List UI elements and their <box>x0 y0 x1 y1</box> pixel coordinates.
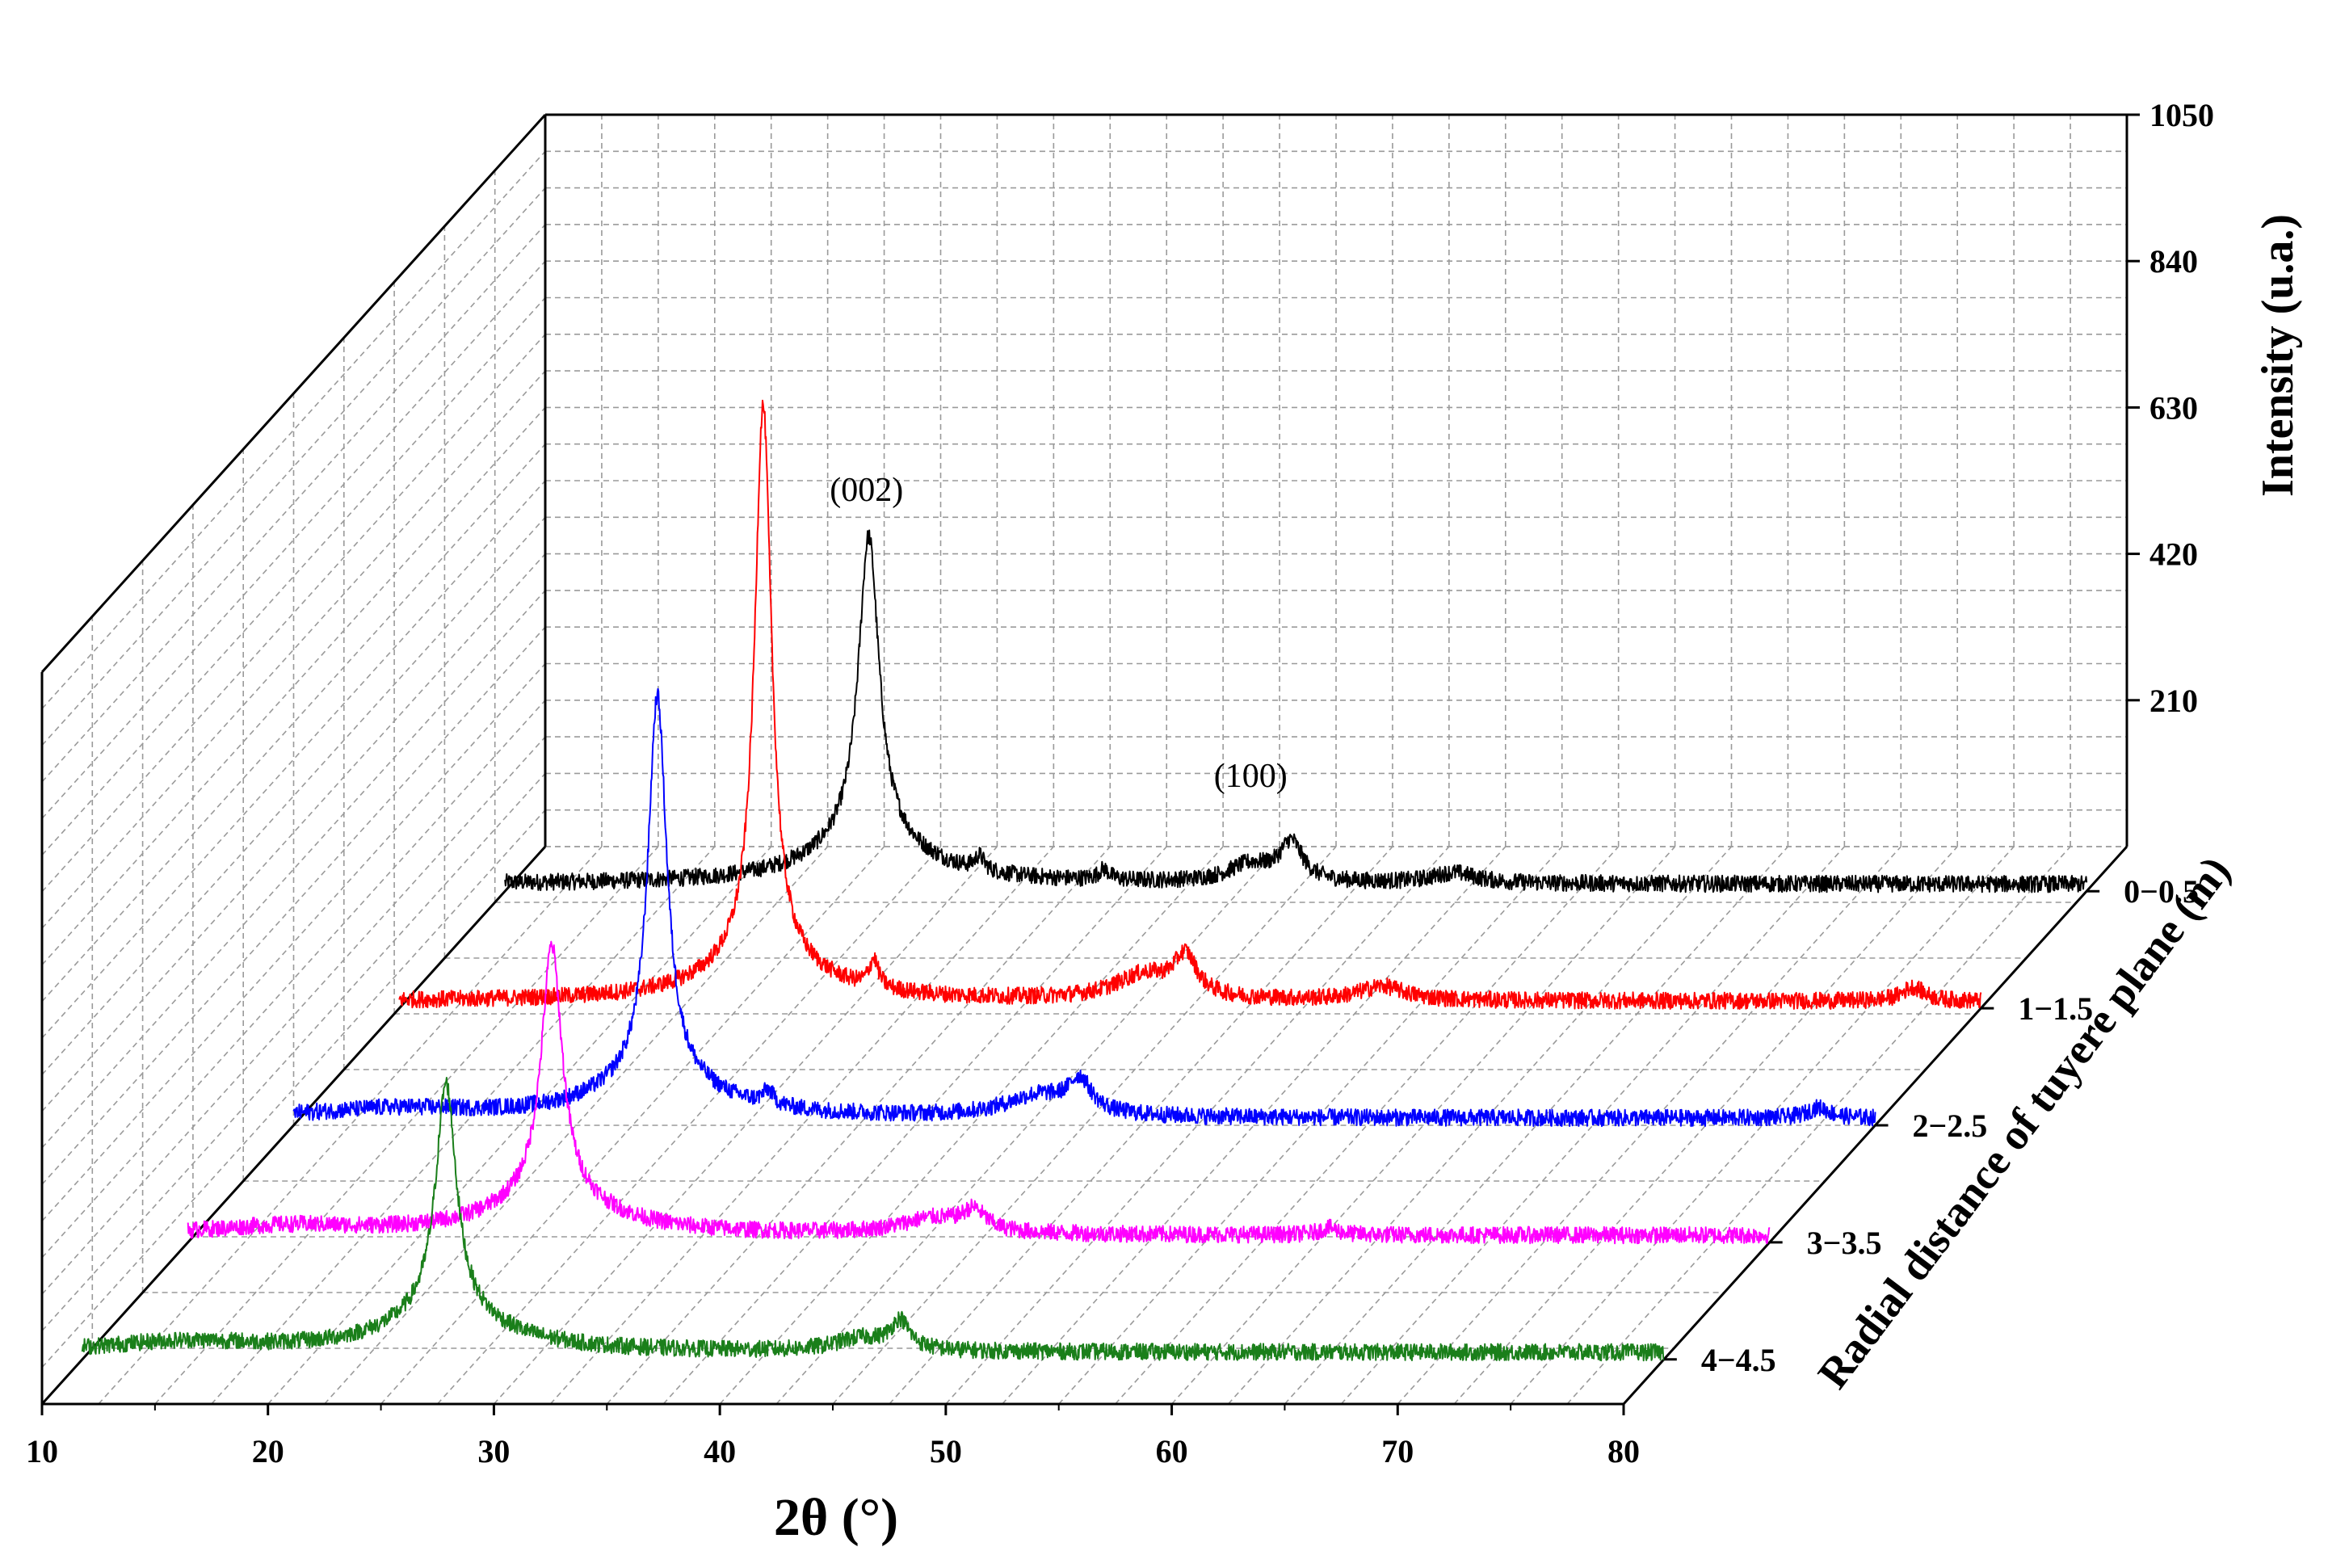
series-line-2−2.5 <box>292 687 1876 1128</box>
floor-grid-dline <box>267 846 772 1405</box>
floor-grid-dline <box>945 846 1450 1405</box>
side-grid-dline <box>41 296 546 856</box>
floor-grid-dline <box>549 846 1054 1405</box>
z-tick-label: 2−2.5 <box>1913 1108 1988 1144</box>
side-grid-dline <box>41 443 546 1003</box>
floor-grid-dline <box>436 846 942 1405</box>
floor-grid-dline <box>98 846 603 1405</box>
x-tick-label: 20 <box>252 1433 284 1469</box>
floor-grid-dline <box>1340 846 1845 1405</box>
side-grid-dline <box>41 370 546 929</box>
y-tick-label: 420 <box>2149 536 2198 573</box>
floor-grid-dline <box>1397 846 1901 1405</box>
tick-marks <box>40 113 2140 1415</box>
floor-grid-dline <box>324 846 829 1405</box>
side-grid-dline <box>41 700 546 1259</box>
peak-annotation: (002) <box>830 472 903 509</box>
series-layer <box>81 399 2088 1362</box>
side-grid-dline <box>41 662 546 1222</box>
floor-grid-dline <box>606 846 1111 1405</box>
side-grid-dline <box>41 480 546 1039</box>
z-tick-label: 3−3.5 <box>1807 1225 1882 1261</box>
z-tick-label: 1−1.5 <box>2018 990 2093 1027</box>
floor-grid-dline <box>1058 846 1563 1405</box>
x-tick-label: 50 <box>930 1433 962 1469</box>
floor-grid-dline <box>832 846 1337 1405</box>
z-tick-label: 4−4.5 <box>1701 1342 1776 1378</box>
side-grid-dline <box>41 626 546 1185</box>
left-floor-edge <box>40 845 547 1406</box>
y-tick-label: 840 <box>2149 243 2198 280</box>
x-tick-label: 30 <box>477 1433 510 1469</box>
tick-labels: 10 20 30 40 50 60 70 80 210 420 630 840 1050 4−4.5 3−3… <box>26 97 2214 1469</box>
floor-grid-dline <box>1227 846 1733 1405</box>
x-axis-title: 2θ (°) <box>774 1488 898 1547</box>
floor-grid-dline <box>154 846 659 1405</box>
y-tick-label: 630 <box>2149 389 2198 426</box>
side-grid-dline <box>41 736 546 1295</box>
side-grid-dline <box>41 516 546 1075</box>
side-grid-dline <box>41 260 546 819</box>
floor-grid-dline <box>662 846 1167 1405</box>
floor-grid-dline <box>380 846 885 1405</box>
floor-grid-dline <box>1170 846 1676 1405</box>
side-grid-dline <box>41 809 546 1368</box>
left-top-edge <box>40 113 547 674</box>
side-grid-dline <box>41 553 546 1112</box>
side-grid-dline <box>41 772 546 1331</box>
floor-grid-dline <box>1284 846 1789 1405</box>
y-tick-label: 1050 <box>2149 97 2214 133</box>
z-tick-label: 0−0.5 <box>2124 873 2199 910</box>
side-grid-dline <box>41 224 546 783</box>
side-grid-dline <box>41 334 546 893</box>
x-tick-label: 60 <box>1156 1433 1188 1469</box>
series-line-0−0.5 <box>504 529 2088 893</box>
floor-grid-dline <box>719 846 1224 1405</box>
floor-grid-dline <box>1115 846 1620 1405</box>
x-tick-label: 70 <box>1381 1433 1414 1469</box>
floor-grid-dline <box>775 846 1280 1405</box>
side-grid-dline <box>41 590 546 1149</box>
series-line-1−1.5 <box>398 399 1982 1010</box>
side-grid-dline <box>41 150 546 709</box>
x-tick-label: 40 <box>704 1433 736 1469</box>
floor-grid-dline <box>1453 846 1958 1405</box>
x-tick-label: 80 <box>1607 1433 1640 1469</box>
series-line-4−4.5 <box>81 1077 1665 1362</box>
series-line-3−3.5 <box>187 940 1771 1245</box>
peak-annotation: (100) <box>1214 758 1288 795</box>
x-tick-label: 10 <box>26 1433 58 1469</box>
floor-grid-dline <box>1510 846 2015 1405</box>
y-axis-title: Intensity (u.a.) <box>2253 214 2303 497</box>
floor-grid-dline <box>889 846 1393 1405</box>
y-tick-label: 210 <box>2149 683 2198 719</box>
floor-grid-dline <box>1566 846 2071 1405</box>
axes-frame <box>40 113 2128 1406</box>
floor-grid-dline <box>211 846 716 1405</box>
side-grid-dline <box>41 406 546 965</box>
floor-grid-dline <box>1002 846 1506 1405</box>
floor-grid-dline <box>493 846 998 1405</box>
side-grid-dline <box>41 187 546 746</box>
